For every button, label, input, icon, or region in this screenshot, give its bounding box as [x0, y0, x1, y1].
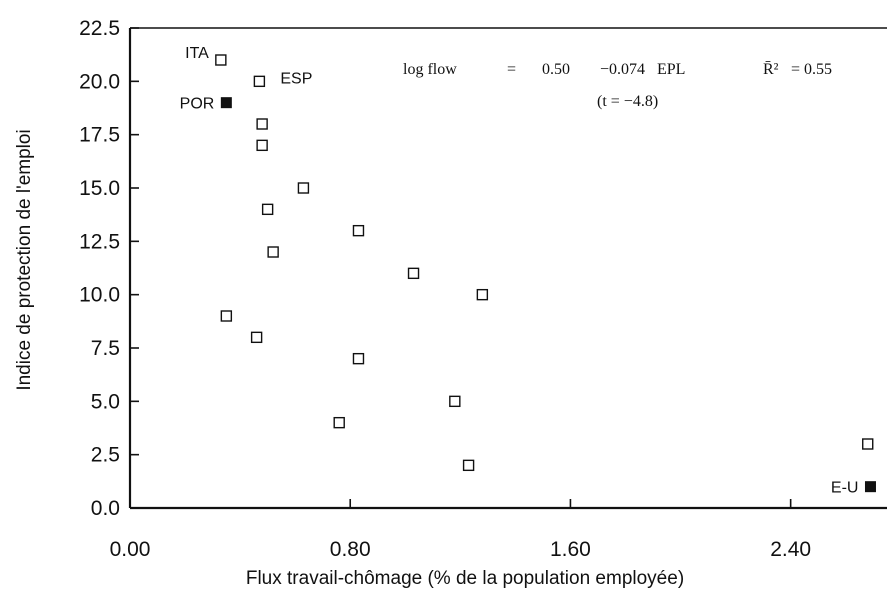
y-tick-label: 20.0 [79, 70, 120, 93]
annotation-r2-rest: = 0.55 [791, 61, 832, 78]
data-point [220, 310, 233, 322]
x-tick-label: 0.00 [110, 538, 151, 561]
y-axis-title: Indice de protection de l'emploi [14, 129, 35, 390]
y-tick-label: 7.5 [91, 337, 120, 360]
data-point [476, 288, 489, 301]
y-tick-label: 15.0 [79, 177, 120, 200]
data-point [462, 459, 475, 472]
y-tick-label: 17.5 [79, 124, 120, 147]
data-point-filled [864, 481, 876, 493]
annotation-r2-symbol: R̄² [763, 61, 779, 78]
data-point [352, 352, 365, 365]
data-point [333, 416, 345, 429]
annotation-var: EPL [657, 61, 685, 78]
x-axis-title: Flux travail-chômage (% de la population… [246, 568, 684, 589]
data-point [256, 139, 268, 152]
data-point-filled [220, 97, 232, 109]
annotation-eq: = [507, 61, 516, 78]
x-tick-label: 0.80 [330, 538, 371, 561]
ticks-layer: 0.0 2.5 5.0 7.5 10.0 12.5 15.0 17.5 20.0 22.5 0.00… [79, 17, 811, 561]
annotation-constant: 0.50 [542, 61, 570, 78]
points-layer: ITA ESP POR E-U [180, 45, 876, 497]
y-tick-label: 5.0 [91, 390, 120, 413]
point-label: POR [180, 96, 215, 113]
y-tick-label: 22.5 [79, 17, 120, 40]
y-tick-label: 0.0 [91, 497, 120, 520]
data-point [256, 118, 268, 130]
data-point [261, 203, 274, 216]
data-point [352, 224, 365, 237]
y-tick-label: 2.5 [91, 444, 120, 467]
data-point [250, 331, 263, 344]
annotation-lhs: log flow [403, 61, 457, 78]
data-point [449, 395, 461, 408]
data-point [297, 182, 310, 194]
point-label: ITA [185, 45, 209, 62]
data-point [253, 75, 266, 88]
point-label: ESP [280, 70, 312, 87]
y-tick-label: 12.5 [79, 230, 120, 253]
x-tick-label: 2.40 [770, 538, 811, 561]
data-point [407, 267, 420, 280]
y-tick-label: 10.0 [79, 284, 120, 307]
annotation-coef: −0.074 [600, 61, 645, 78]
axes-layer [128, 27, 887, 510]
x-tick-label: 1.60 [550, 538, 591, 561]
annotation-tstat: (t = −4.8) [597, 93, 658, 110]
regression-annotation: log flow = 0.50 −0.074 EPL (t = −4.8) R̄² = 0.5… [403, 61, 832, 110]
data-point [862, 438, 874, 450]
data-point [267, 246, 279, 258]
data-point [215, 54, 227, 66]
point-label: E-U [831, 480, 859, 497]
